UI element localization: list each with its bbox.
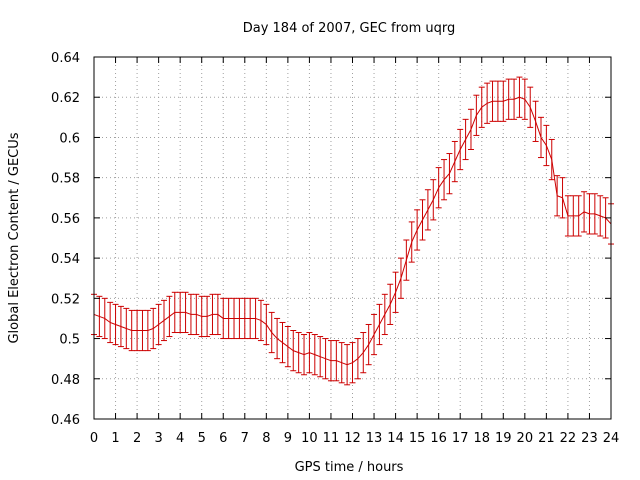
x-tick-label: 1 — [111, 431, 119, 446]
y-tick-label: 0.48 — [51, 373, 80, 388]
x-tick-label: 17 — [452, 431, 469, 446]
axis-layer: 0 1 2 3 4 5 6 7 8 9 10 11 12 13 14 15 16 17 18 19 20 21 22 23 24… — [51, 51, 619, 446]
x-tick-label: 22 — [560, 431, 577, 446]
x-tick-label: 20 — [517, 431, 534, 446]
x-tick-label: 23 — [581, 431, 598, 446]
x-tick-label: 16 — [430, 431, 447, 446]
y-tick-label: 0.62 — [51, 91, 80, 106]
x-tick-label: 14 — [387, 431, 404, 446]
series-layer — [91, 76, 614, 386]
x-tick-label: 3 — [154, 431, 162, 446]
y-axis-label: Global Electron Content / GECUs — [7, 132, 22, 343]
chart-title: Day 184 of 2007, GEC from uqrg — [243, 21, 456, 36]
x-tick-label: 12 — [344, 431, 361, 446]
x-tick-label: 19 — [495, 431, 512, 446]
y-tick-label: 0.54 — [51, 252, 80, 267]
y-tick-label: 0.52 — [51, 292, 80, 307]
y-tick-label: 0.56 — [51, 212, 80, 227]
x-tick-label: 9 — [284, 431, 292, 446]
x-axis-label: GPS time / hours — [295, 460, 404, 475]
y-tick-label: 0.6 — [59, 131, 80, 146]
x-tick-label: 2 — [133, 431, 141, 446]
y-tick-label: 0.58 — [51, 172, 80, 187]
y-tick-label: 0.5 — [59, 333, 80, 348]
x-tick-label: 5 — [198, 431, 206, 446]
x-tick-label: 18 — [473, 431, 490, 446]
y-tick-label: 0.64 — [51, 51, 80, 66]
x-tick-label: 7 — [241, 431, 249, 446]
x-tick-label: 21 — [538, 431, 555, 446]
x-tick-label: 0 — [90, 431, 98, 446]
x-tick-label: 4 — [176, 431, 184, 446]
x-tick-label: 6 — [219, 431, 227, 446]
gec-series-line — [93, 96, 612, 366]
x-tick-label: 15 — [409, 431, 426, 446]
y-tick-label: 0.46 — [51, 413, 80, 428]
x-tick-label: 10 — [301, 431, 318, 446]
x-tick-label: 8 — [262, 431, 270, 446]
x-tick-label: 24 — [603, 431, 620, 446]
x-tick-label: 13 — [366, 431, 383, 446]
x-tick-label: 11 — [323, 431, 340, 446]
